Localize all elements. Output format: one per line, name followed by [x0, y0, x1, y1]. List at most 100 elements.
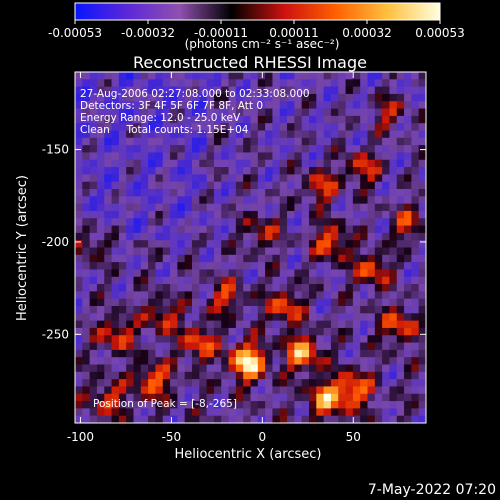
heatmap-cell [360, 320, 369, 329]
heatmap-cell [272, 130, 281, 139]
heatmap-cell [389, 130, 398, 139]
heatmap-cell [367, 313, 376, 322]
heatmap-cell [389, 357, 398, 366]
heatmap-cell [396, 327, 405, 336]
heatmap-cell [374, 379, 383, 388]
heatmap-cell [104, 386, 113, 395]
heatmap-cell [104, 284, 113, 292]
heatmap-cell [257, 254, 266, 263]
heatmap-cell [345, 247, 354, 256]
heatmap-cell [111, 327, 120, 336]
heatmap-cell [75, 159, 83, 168]
heatmap-cell [235, 203, 244, 212]
heatmap-cell [250, 342, 259, 351]
heatmap-cell [316, 298, 325, 307]
heatmap-cell [89, 189, 98, 197]
heatmap-cell [155, 203, 164, 212]
heatmap-cell [221, 386, 230, 395]
heatmap-cell [75, 379, 83, 388]
heatmap-cell [360, 210, 369, 219]
heatmap-cell [352, 401, 361, 409]
heatmap-cell [213, 291, 222, 300]
heatmap-cell [316, 371, 325, 380]
heatmap-cell [213, 393, 222, 402]
heatmap-cell [192, 181, 200, 190]
heatmap-cell [126, 306, 135, 314]
heatmap-cell [243, 203, 252, 212]
heatmap-cell [243, 306, 252, 314]
heatmap-cell [367, 401, 376, 409]
heatmap-cell [126, 254, 135, 263]
heatmap-cell [382, 93, 391, 102]
heatmap-cell [301, 137, 310, 146]
heatmap-cell [75, 269, 83, 278]
heatmap-cell [330, 130, 339, 139]
heatmap-cell [265, 232, 274, 241]
heatmap-cell [396, 349, 405, 358]
heatmap-cell [162, 349, 171, 358]
heatmap-cell [411, 167, 420, 175]
heatmap-cell [140, 101, 149, 110]
heatmap-cell [250, 189, 259, 197]
heatmap-cell [279, 130, 288, 139]
heatmap-cell [352, 335, 361, 344]
heatmap-cell [213, 130, 222, 139]
heatmap-cell [309, 145, 317, 154]
heatmap-cell [133, 335, 142, 344]
heatmap-cell [118, 357, 127, 366]
heatmap-cell [257, 371, 266, 380]
heatmap-cell [118, 218, 127, 227]
heatmap-cell [352, 93, 361, 102]
heatmap-cell [162, 130, 171, 139]
heatmap-cell [396, 108, 405, 117]
heatmap-cell [272, 342, 281, 351]
heatmap-cell [184, 240, 193, 249]
heatmap-cell [323, 189, 332, 197]
heatmap-cell [316, 254, 325, 263]
heatmap-cell [162, 269, 171, 278]
heatmap-cell [389, 93, 398, 102]
heatmap-cell [301, 284, 310, 292]
heatmap-cell [404, 320, 412, 329]
heatmap-cell [170, 123, 178, 132]
heatmap-cell [206, 364, 215, 373]
heatmap-cell [148, 152, 157, 161]
heatmap-cell [374, 145, 383, 154]
heatmap-cell [199, 225, 208, 234]
heatmap-cell [82, 210, 91, 219]
heatmap-cell [250, 306, 259, 314]
heatmap-cell [411, 159, 420, 168]
heatmap-cell [199, 181, 208, 190]
heatmap-cell [96, 349, 105, 358]
heatmap-cell [184, 123, 193, 132]
heatmap-cell [316, 247, 325, 256]
heatmap-cell [104, 269, 113, 278]
heatmap-cell [382, 357, 391, 366]
heatmap-cell [111, 225, 120, 234]
heatmap-cell [184, 145, 193, 154]
heatmap-cell [360, 86, 369, 95]
heatmap-cell [316, 269, 325, 278]
heatmap-cell [170, 349, 178, 358]
heatmap-cell [279, 232, 288, 241]
heatmap-cell [250, 167, 259, 175]
heatmap-cell [389, 408, 398, 417]
heatmap-cell [382, 349, 391, 358]
heatmap-cell [221, 130, 230, 139]
heatmap-cell [177, 401, 186, 409]
heatmap-cell [82, 327, 91, 336]
heatmap-cell [170, 225, 178, 234]
heatmap-cell [111, 210, 120, 219]
heatmap-cell [235, 415, 244, 423]
heatmap-cell [352, 159, 361, 168]
heatmap-cell [192, 130, 200, 139]
heatmap-cell [338, 254, 347, 263]
heatmap-cell [272, 291, 281, 300]
heatmap-cell [374, 93, 383, 102]
heatmap-cell [418, 379, 426, 388]
heatmap-cell [272, 276, 281, 285]
heatmap-cell [257, 152, 266, 161]
heatmap-cell [338, 313, 347, 322]
heatmap-cell [374, 167, 383, 175]
heatmap-cell [418, 159, 426, 168]
